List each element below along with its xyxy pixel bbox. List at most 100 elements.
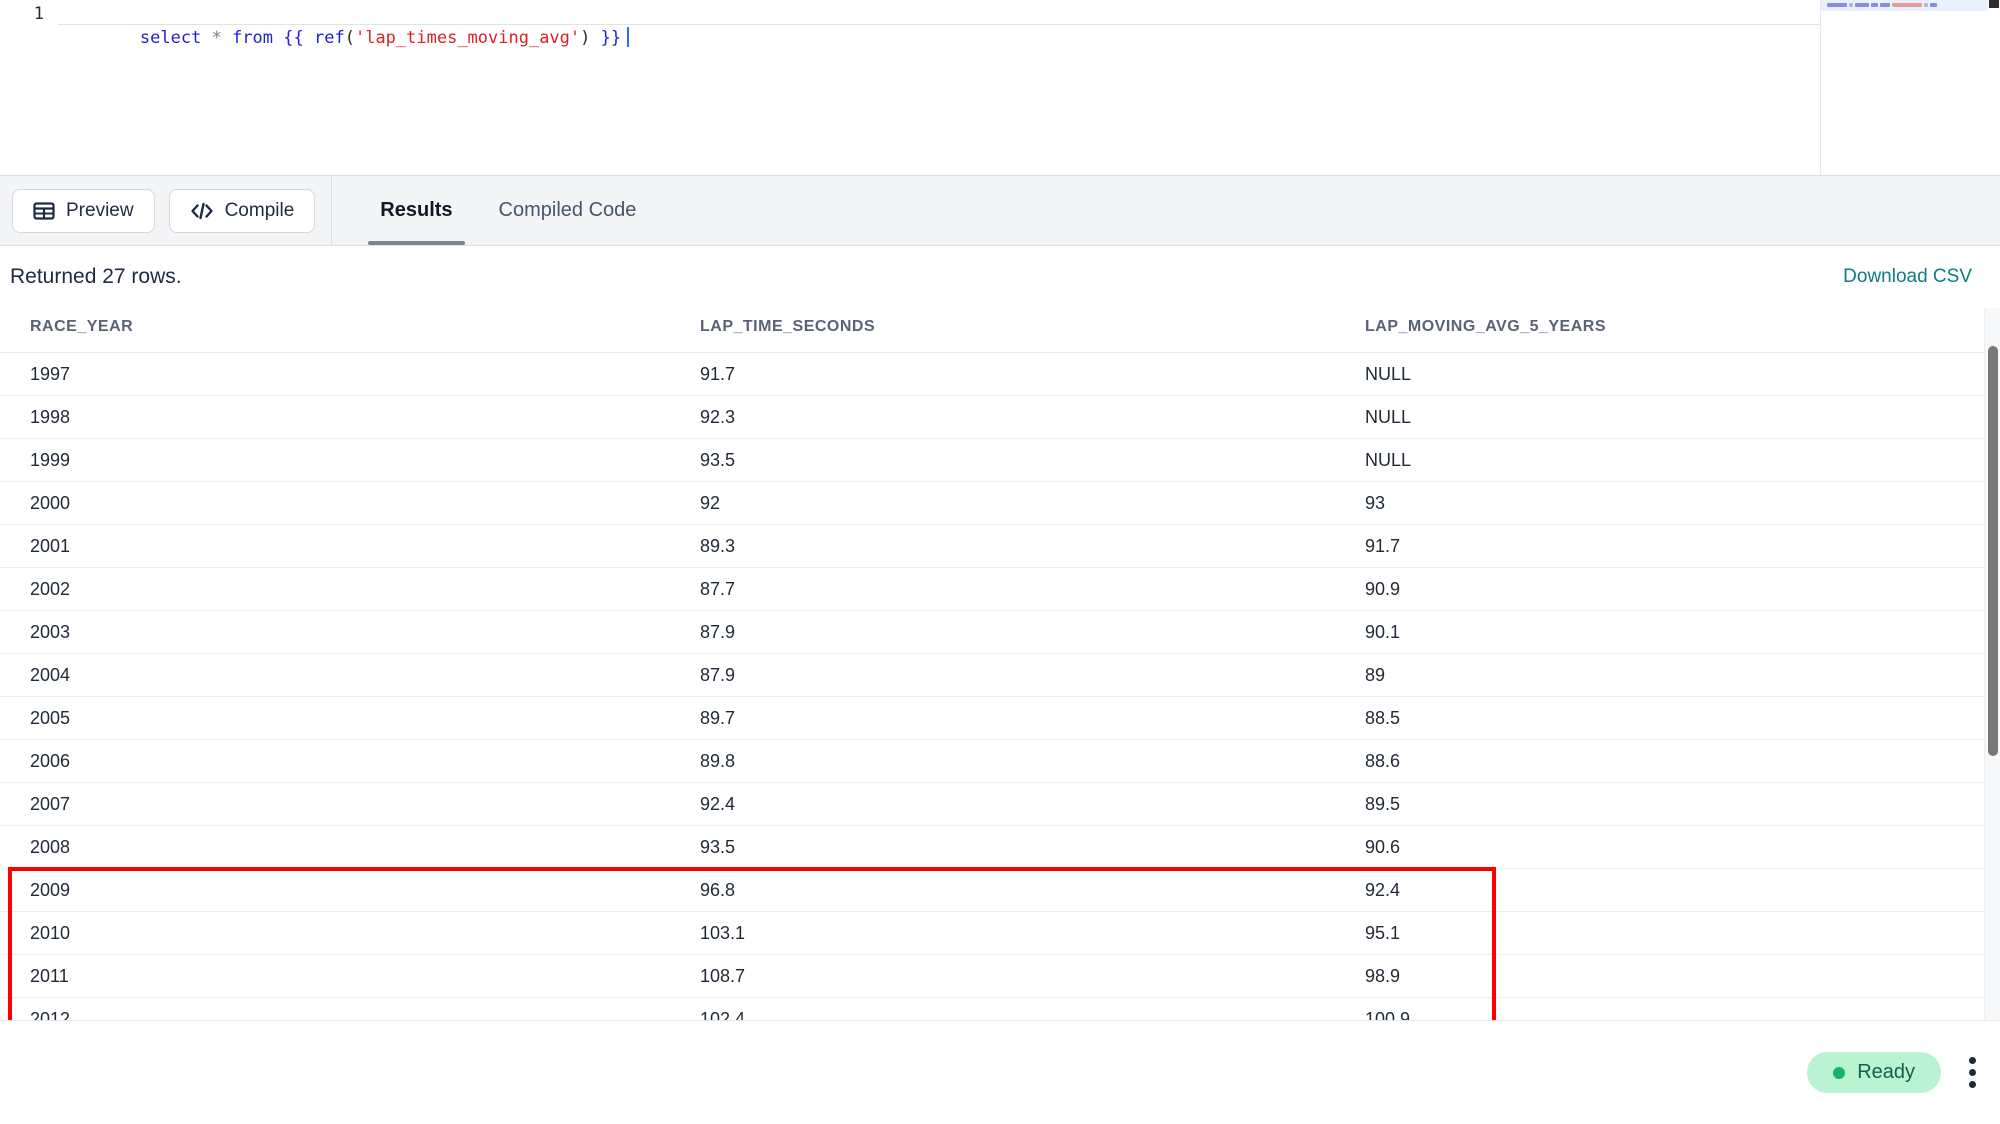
table-cell: 2002 xyxy=(0,567,700,611)
preview-button-label: Preview xyxy=(66,199,134,221)
table-cell: 87.9 xyxy=(700,610,1365,654)
table-cell: 89.8 xyxy=(700,739,1365,783)
results-table-wrapper: RACE_YEAR LAP_TIME_SECONDS LAP_MOVING_AV… xyxy=(0,308,2000,1020)
table-grid-icon xyxy=(33,200,55,222)
table-cell: 89.5 xyxy=(1365,782,1988,826)
table-cell: 100.9 xyxy=(1365,997,1988,1020)
table-cell: 95.1 xyxy=(1365,911,1988,955)
status-badge-label: Ready xyxy=(1857,1061,1915,1083)
table-cell: 103.1 xyxy=(700,911,1365,955)
column-header-lap-time[interactable]: LAP_TIME_SECONDS xyxy=(700,308,1365,353)
results-table-body: 1997 91.7 NULL 1998 92.3 NULL 1999 93.5 NULL 2000… xyxy=(0,352,1988,1020)
tab-compiled-code-label: Compiled Code xyxy=(498,199,637,221)
table-cell: 92 xyxy=(700,481,1365,525)
table-cell: 2011 xyxy=(0,954,700,998)
table-cell: 91.7 xyxy=(700,352,1365,396)
status-dot-icon xyxy=(1833,1066,1846,1079)
table-cell: 1998 xyxy=(0,395,700,439)
table-cell: 2005 xyxy=(0,696,700,740)
table-cell: NULL xyxy=(1365,352,1988,396)
minimap-code-line xyxy=(1827,3,1937,7)
tab-compiled-code[interactable]: Compiled Code xyxy=(481,176,655,245)
results-meta-bar: Returned 27 rows. Download CSV xyxy=(0,246,2000,308)
table-row[interactable]: 2003 87.9 90.1 xyxy=(0,610,1988,654)
editor-toolbar: Preview Compile Results Compiled Code xyxy=(0,176,2000,246)
table-row[interactable]: 2009 96.8 92.4 xyxy=(0,868,1988,912)
table-cell: 2012 xyxy=(0,997,700,1020)
results-scrollbar-thumb[interactable] xyxy=(1988,346,1998,756)
editor-vertical-scrollbar[interactable] xyxy=(1988,0,2000,175)
token-model-name: 'lap_times_moving_avg' xyxy=(354,28,581,48)
results-table-head: RACE_YEAR LAP_TIME_SECONDS LAP_MOVING_AV… xyxy=(0,308,1988,353)
code-line-1[interactable]: select * from {{ ref('lap_times_moving_a… xyxy=(58,2,2000,74)
table-cell: 90.1 xyxy=(1365,610,1988,654)
status-badge[interactable]: Ready xyxy=(1807,1052,1941,1093)
table-cell: 89.3 xyxy=(700,524,1365,568)
editor-code-area[interactable]: select * from {{ ref('lap_times_moving_a… xyxy=(58,0,2000,175)
table-cell: 2004 xyxy=(0,653,700,697)
table-cell: 2007 xyxy=(0,782,700,826)
token-open-paren: ( xyxy=(344,28,355,48)
table-cell: 90.9 xyxy=(1365,567,1988,611)
token-close-brace: }} xyxy=(600,28,622,48)
table-cell: 88.6 xyxy=(1365,739,1988,783)
token-from: from xyxy=(232,28,274,48)
editor-body[interactable]: 1 select * from {{ ref('lap_times_moving… xyxy=(0,0,2000,175)
table-row[interactable]: 2000 92 93 xyxy=(0,481,1988,525)
table-cell: 93 xyxy=(1365,481,1988,525)
table-row[interactable]: 2008 93.5 90.6 xyxy=(0,825,1988,869)
table-row[interactable]: 2012 102.4 100.9 xyxy=(0,997,1988,1020)
text-caret xyxy=(627,27,630,47)
table-cell: 89 xyxy=(1365,653,1988,697)
tab-results[interactable]: Results xyxy=(362,176,470,245)
sql-editor-pane[interactable]: 1 select * from {{ ref('lap_times_moving… xyxy=(0,0,2000,176)
table-cell: 2009 xyxy=(0,868,700,912)
table-cell: 96.8 xyxy=(700,868,1365,912)
table-row[interactable]: 1999 93.5 NULL xyxy=(0,438,1988,482)
table-cell: 93.5 xyxy=(700,825,1365,869)
table-cell: 89.7 xyxy=(700,696,1365,740)
table-cell: 90.6 xyxy=(1365,825,1988,869)
download-csv-link[interactable]: Download CSV xyxy=(1843,266,1972,287)
table-cell: NULL xyxy=(1365,395,1988,439)
table-row[interactable]: 1997 91.7 NULL xyxy=(0,352,1988,396)
table-cell: 88.5 xyxy=(1365,696,1988,740)
results-tabs: Results Compiled Code xyxy=(332,176,654,245)
table-row[interactable]: 2006 89.8 88.6 xyxy=(0,739,1988,783)
table-cell: NULL xyxy=(1365,438,1988,482)
status-bar: Ready xyxy=(0,1020,2000,1124)
table-row[interactable]: 2007 92.4 89.5 xyxy=(0,782,1988,826)
code-brackets-icon xyxy=(190,200,214,222)
editor-minimap[interactable] xyxy=(1820,0,1988,175)
table-row[interactable]: 2004 87.9 89 xyxy=(0,653,1988,697)
table-cell: 1999 xyxy=(0,438,700,482)
table-cell: 92.3 xyxy=(700,395,1365,439)
column-header-moving-avg[interactable]: LAP_MOVING_AVG_5_YEARS xyxy=(1365,308,1988,353)
table-cell: 91.7 xyxy=(1365,524,1988,568)
compile-button[interactable]: Compile xyxy=(168,188,316,233)
compile-button-label: Compile xyxy=(224,199,295,221)
table-row[interactable]: 2010 103.1 95.1 xyxy=(0,911,1988,955)
table-row[interactable]: 2002 87.7 90.9 xyxy=(0,567,1988,611)
table-row[interactable]: 1998 92.3 NULL xyxy=(0,395,1988,439)
row-count-text: Returned 27 rows. xyxy=(10,265,182,288)
tab-results-label: Results xyxy=(380,199,453,221)
table-row[interactable]: 2001 89.3 91.7 xyxy=(0,524,1988,568)
table-row[interactable]: 2011 108.7 98.9 xyxy=(0,954,1988,998)
results-vertical-scrollbar[interactable] xyxy=(1984,308,2000,1020)
kebab-menu-icon[interactable] xyxy=(1959,1051,1986,1094)
table-cell: 2003 xyxy=(0,610,700,654)
token-ref-fn: ref xyxy=(314,28,345,48)
table-cell: 93.5 xyxy=(700,438,1365,482)
column-header-race-year[interactable]: RACE_YEAR xyxy=(0,308,700,353)
results-table: RACE_YEAR LAP_TIME_SECONDS LAP_MOVING_AV… xyxy=(0,308,1988,1020)
table-cell: 2008 xyxy=(0,825,700,869)
table-cell: 102.4 xyxy=(700,997,1365,1020)
toolbar-actions: Preview Compile xyxy=(0,176,333,245)
table-cell: 92.4 xyxy=(1365,868,1988,912)
token-open-brace: {{ xyxy=(283,28,304,48)
editor-scrollbar-thumb[interactable] xyxy=(1989,0,1999,8)
preview-button[interactable]: Preview xyxy=(12,188,155,233)
table-row[interactable]: 2005 89.7 88.5 xyxy=(0,696,1988,740)
table-cell: 108.7 xyxy=(700,954,1365,998)
